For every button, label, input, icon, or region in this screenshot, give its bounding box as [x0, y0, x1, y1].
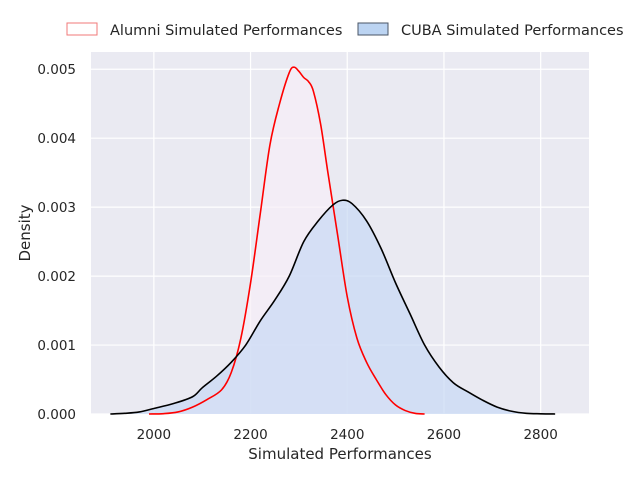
- y-tick-label: 0.005: [37, 62, 76, 78]
- y-tick-label: 0.003: [37, 200, 76, 216]
- density-line-cuba: [110, 199, 556, 415]
- x-tick-label: 2000: [137, 427, 171, 443]
- density-fills: [110, 67, 556, 415]
- y-tick-label: 0.004: [37, 131, 76, 147]
- legend-label-alumni: Alumni Simulated Performances: [110, 23, 342, 39]
- density-fill-alumni: [149, 67, 425, 415]
- legend-swatch-cuba: [357, 22, 389, 36]
- density-line-alumni: [148, 66, 425, 415]
- legend-label-cuba: CUBA Simulated Performances: [401, 23, 624, 39]
- legend-swatch-alumni: [66, 22, 98, 36]
- y-tick-label: 0.001: [37, 338, 76, 354]
- x-tick-label: 2600: [427, 427, 461, 443]
- x-tick-label: 2200: [233, 427, 267, 443]
- y-tick-label: 0.000: [37, 407, 76, 423]
- y-tick-label: 0.002: [37, 269, 76, 285]
- legend: Alumni Simulated Performances CUBA Simul…: [66, 22, 624, 39]
- x-tick-label: 2800: [523, 427, 557, 443]
- y-axis-label: Density: [16, 204, 34, 261]
- density-lines: [110, 66, 556, 415]
- density-fill-cuba: [110, 200, 556, 414]
- x-axis-ticks: 2000 2200 2400 2600 2800: [137, 427, 558, 443]
- y-axis-ticks: 0.000 0.001 0.002 0.003 0.004 0.005: [37, 62, 76, 423]
- x-tick-label: 2400: [330, 427, 364, 443]
- x-axis-label: Simulated Performances: [248, 445, 432, 463]
